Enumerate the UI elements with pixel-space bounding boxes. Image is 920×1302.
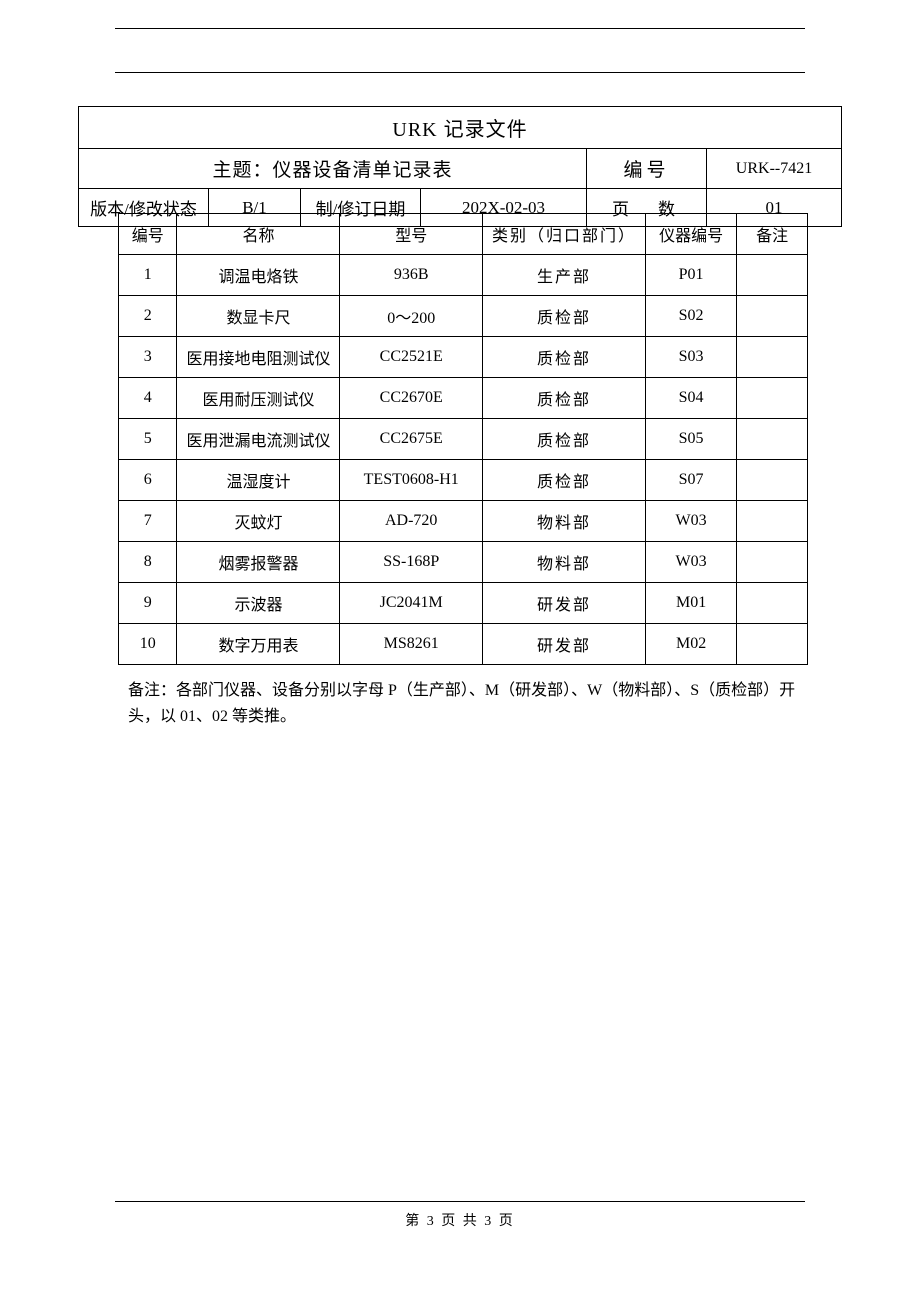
cell-id: 2 [119, 296, 177, 337]
equipment-table: 编号 名称 型号 类别（归口部门） 仪器编号 备注 1调温电烙铁936B生产部P… [118, 213, 808, 665]
cell-code: S04 [645, 378, 736, 419]
cell-note [737, 255, 808, 296]
doc-title: URK 记录文件 [79, 107, 841, 149]
page-footer: 第 3 页 共 3 页 [0, 1210, 920, 1230]
header-row-2: 主题：仪器设备清单记录表 编号 URK--7421 [79, 149, 841, 189]
cell-model: CC2675E [340, 419, 483, 460]
cell-model: CC2670E [340, 378, 483, 419]
th-model: 型号 [340, 214, 483, 255]
cell-name: 医用接地电阻测试仪 [177, 337, 340, 378]
rule-top-2 [115, 72, 805, 73]
cell-note [737, 460, 808, 501]
cell-id: 9 [119, 583, 177, 624]
rule-top-1 [115, 28, 805, 29]
cell-note [737, 624, 808, 665]
cell-dept: 质检部 [482, 419, 645, 460]
table-row: 10数字万用表MS8261研发部M02 [119, 624, 808, 665]
cell-name: 调温电烙铁 [177, 255, 340, 296]
cell-id: 10 [119, 624, 177, 665]
table-row: 9示波器JC2041M研发部M01 [119, 583, 808, 624]
cell-id: 4 [119, 378, 177, 419]
cell-name: 灭蚊灯 [177, 501, 340, 542]
th-dept: 类别（归口部门） [482, 214, 645, 255]
cell-note [737, 337, 808, 378]
cell-code: M01 [645, 583, 736, 624]
cell-model: AD-720 [340, 501, 483, 542]
cell-dept: 生产部 [482, 255, 645, 296]
cell-dept: 质检部 [482, 460, 645, 501]
cell-name: 温湿度计 [177, 460, 340, 501]
cell-code: W03 [645, 542, 736, 583]
table-row: 5医用泄漏电流测试仪CC2675E质检部S05 [119, 419, 808, 460]
th-id: 编号 [119, 214, 177, 255]
cell-model: JC2041M [340, 583, 483, 624]
th-note: 备注 [737, 214, 808, 255]
cell-id: 3 [119, 337, 177, 378]
table-row: 7灭蚊灯AD-720物料部W03 [119, 501, 808, 542]
cell-dept: 物料部 [482, 542, 645, 583]
cell-model: 936B [340, 255, 483, 296]
subject-label: 主题：仪器设备清单记录表 [79, 149, 587, 188]
cell-note [737, 419, 808, 460]
cell-model: MS8261 [340, 624, 483, 665]
header-frame: URK 记录文件 主题：仪器设备清单记录表 编号 URK--7421 版本/修改… [78, 106, 842, 227]
footnote: 备注：各部门仪器、设备分别以字母 P（生产部）、M（研发部）、W（物料部）、S（… [128, 678, 798, 729]
cell-dept: 质检部 [482, 337, 645, 378]
cell-id: 7 [119, 501, 177, 542]
table-row: 8烟雾报警器SS-168P物料部W03 [119, 542, 808, 583]
cell-note [737, 296, 808, 337]
cell-model: 0～200 [340, 296, 483, 337]
cell-model: CC2521E [340, 337, 483, 378]
cell-code: M02 [645, 624, 736, 665]
page: URK 记录文件 主题：仪器设备清单记录表 编号 URK--7421 版本/修改… [0, 0, 920, 1302]
cell-code: S03 [645, 337, 736, 378]
cell-name: 烟雾报警器 [177, 542, 340, 583]
cell-name: 示波器 [177, 583, 340, 624]
table-row: 4医用耐压测试仪CC2670E质检部S04 [119, 378, 808, 419]
id-label: 编号 [587, 149, 707, 188]
th-name: 名称 [177, 214, 340, 255]
cell-note [737, 542, 808, 583]
cell-code: S07 [645, 460, 736, 501]
cell-code: S02 [645, 296, 736, 337]
cell-model: TEST0608-H1 [340, 460, 483, 501]
table-row: 1调温电烙铁936B生产部P01 [119, 255, 808, 296]
cell-dept: 物料部 [482, 501, 645, 542]
cell-id: 8 [119, 542, 177, 583]
cell-code: P01 [645, 255, 736, 296]
cell-id: 6 [119, 460, 177, 501]
cell-code: W03 [645, 501, 736, 542]
th-code: 仪器编号 [645, 214, 736, 255]
cell-name: 医用耐压测试仪 [177, 378, 340, 419]
cell-name: 数字万用表 [177, 624, 340, 665]
cell-id: 1 [119, 255, 177, 296]
cell-name: 医用泄漏电流测试仪 [177, 419, 340, 460]
cell-dept: 研发部 [482, 624, 645, 665]
table-header-row: 编号 名称 型号 类别（归口部门） 仪器编号 备注 [119, 214, 808, 255]
cell-note [737, 378, 808, 419]
table-row: 3医用接地电阻测试仪CC2521E质检部S03 [119, 337, 808, 378]
table-row: 6温湿度计TEST0608-H1质检部S07 [119, 460, 808, 501]
cell-dept: 质检部 [482, 296, 645, 337]
cell-model: SS-168P [340, 542, 483, 583]
cell-code: S05 [645, 419, 736, 460]
cell-dept: 研发部 [482, 583, 645, 624]
cell-note [737, 501, 808, 542]
rule-bottom [115, 1201, 805, 1202]
cell-id: 5 [119, 419, 177, 460]
id-value: URK--7421 [707, 149, 841, 188]
cell-note [737, 583, 808, 624]
cell-dept: 质检部 [482, 378, 645, 419]
table-row: 2数显卡尺0～200质检部S02 [119, 296, 808, 337]
cell-name: 数显卡尺 [177, 296, 340, 337]
